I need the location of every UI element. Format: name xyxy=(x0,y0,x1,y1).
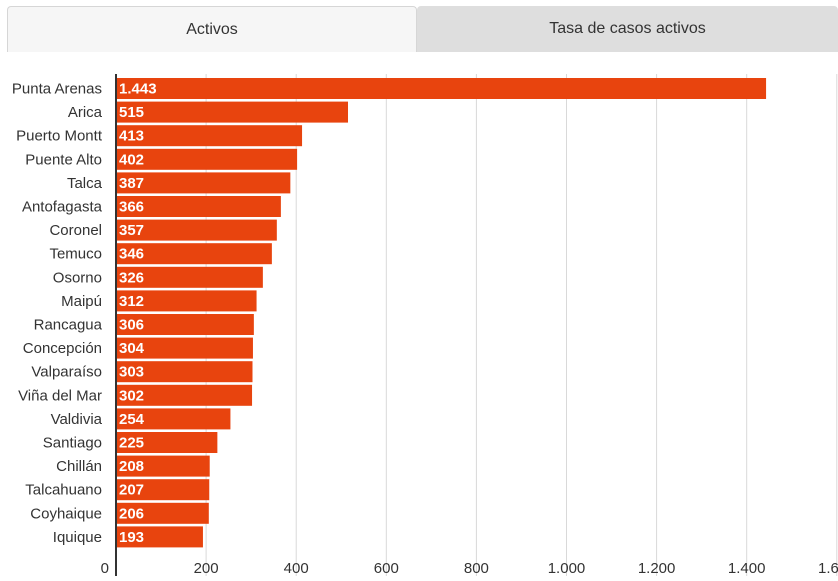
bar xyxy=(116,455,210,477)
category-label: Coyhaique xyxy=(30,505,102,522)
category-label: Temuco xyxy=(49,246,102,263)
bar xyxy=(116,196,281,217)
x-tick-label: 200 xyxy=(194,560,219,577)
bar xyxy=(116,337,253,359)
value-label: 207 xyxy=(119,482,144,499)
bar xyxy=(116,384,253,406)
bar xyxy=(116,78,767,99)
value-label: 357 xyxy=(119,222,144,239)
axes: 0 200 400 600 800 1.000 1.200 1.400 1.600 Punta A… xyxy=(12,74,838,577)
bar xyxy=(116,502,209,524)
category-label: Iquique xyxy=(53,529,102,546)
value-label: 306 xyxy=(119,317,144,334)
tab-tasa-de-casos-activos[interactable]: Tasa de casos activos xyxy=(417,6,838,52)
x-tick-label: 1.200 xyxy=(638,560,676,577)
x-tick-label: 400 xyxy=(284,560,309,577)
bar xyxy=(116,266,263,288)
bar xyxy=(116,361,253,383)
bar-chart: 1.443 515 413 402 387 366 357 346 326 312 306 304 30… xyxy=(12,74,838,577)
value-label: 304 xyxy=(119,340,145,357)
value-label: 366 xyxy=(119,199,144,216)
value-label: 254 xyxy=(119,411,145,428)
value-label: 413 xyxy=(119,128,144,145)
category-label: Valdivia xyxy=(51,411,103,428)
tab-bar: Activos Tasa de casos activos xyxy=(0,0,838,54)
bar xyxy=(116,219,277,241)
grid-lines xyxy=(205,74,838,576)
value-label: 208 xyxy=(119,458,144,475)
category-label: Puente Alto xyxy=(25,151,102,168)
category-label: Talcahuano xyxy=(25,482,102,499)
category-label: Santiago xyxy=(43,435,102,452)
tab-activos[interactable]: Activos xyxy=(7,6,417,52)
category-label: Antofagasta xyxy=(22,199,103,216)
category-label: Concepción xyxy=(23,340,102,357)
value-label: 402 xyxy=(119,151,144,168)
bar xyxy=(116,479,210,501)
category-label: Viña del Mar xyxy=(18,387,102,404)
category-label: Talca xyxy=(67,175,103,192)
value-label: 193 xyxy=(119,529,144,546)
category-label: Puerto Montt xyxy=(16,128,103,145)
value-label: 225 xyxy=(119,435,144,452)
bar xyxy=(116,148,298,170)
value-label: 387 xyxy=(119,175,144,192)
value-label: 515 xyxy=(119,104,144,121)
value-label: 326 xyxy=(119,269,144,286)
bar xyxy=(116,526,203,548)
x-tick-label: 1.600 xyxy=(818,560,838,577)
bar xyxy=(116,314,254,335)
category-label: Chillán xyxy=(56,458,102,475)
x-tick-label: 600 xyxy=(374,560,399,577)
bar xyxy=(116,172,291,194)
bar xyxy=(116,101,349,123)
x-tick-label: 0 xyxy=(101,560,109,577)
value-label: 206 xyxy=(119,505,144,522)
category-label: Maipú xyxy=(61,293,102,310)
bar xyxy=(116,408,231,430)
category-label: Osorno xyxy=(53,269,102,286)
category-label: Coronel xyxy=(49,222,102,239)
bar xyxy=(116,290,257,312)
category-label: Arica xyxy=(68,104,103,121)
value-label: 302 xyxy=(119,387,144,404)
category-label: Punta Arenas xyxy=(12,81,102,98)
value-label: 303 xyxy=(119,364,144,381)
category-label: Rancagua xyxy=(34,317,103,334)
bar xyxy=(116,432,218,453)
value-label: 346 xyxy=(119,246,144,263)
x-tick-label: 1.400 xyxy=(728,560,766,577)
bar xyxy=(116,125,303,147)
x-tick-label: 1.000 xyxy=(548,560,586,577)
bars: 1.443 515 413 402 387 366 357 346 326 312 306 304 30… xyxy=(116,78,767,548)
category-label: Valparaíso xyxy=(31,364,102,381)
bar xyxy=(116,243,272,265)
value-label: 312 xyxy=(119,293,144,310)
x-tick-label: 800 xyxy=(464,560,489,577)
value-label: 1.443 xyxy=(119,81,157,98)
